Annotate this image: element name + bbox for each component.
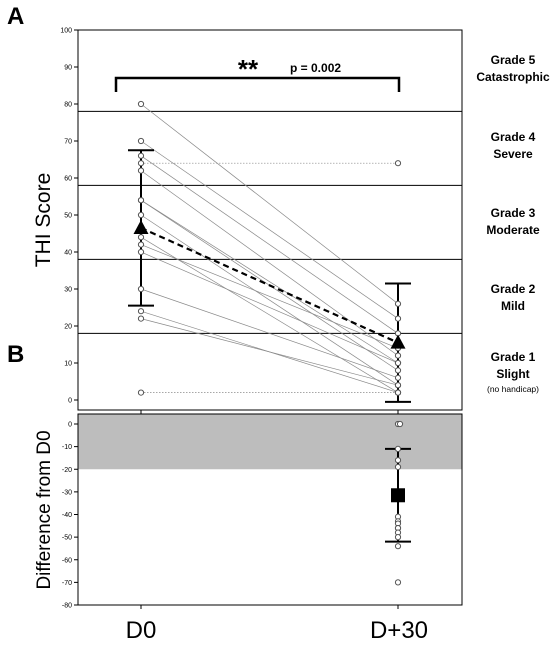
difference-point	[394, 579, 402, 586]
subject-point	[137, 152, 145, 159]
grade-label-line2: Severe	[493, 147, 533, 161]
subject-point	[394, 374, 402, 381]
mean-triangle-marker	[390, 334, 406, 349]
subject-point	[137, 315, 145, 322]
grade-label: Grade 1 Slight	[491, 350, 536, 381]
subject-point	[137, 285, 145, 293]
subject-line	[140, 140, 399, 319]
mean-square-marker	[391, 488, 405, 503]
subject-line	[140, 244, 399, 349]
mean-trend-line	[140, 226, 399, 344]
subject-point	[394, 160, 402, 167]
p-value-label: p = 0.002	[290, 61, 341, 75]
subject-line	[140, 288, 399, 379]
grade-label-line2: Moderate	[486, 223, 540, 237]
panel-b-y-tick-label: -40	[62, 512, 72, 519]
difference-point	[396, 420, 404, 428]
mean-triangle-marker	[133, 219, 149, 234]
panel-b-shaded-band	[78, 414, 462, 470]
panel-a-y-tick-label: 40	[64, 250, 72, 257]
panel-a-y-tick-label: 70	[64, 139, 72, 146]
panel-a-y-tick-label: 30	[64, 287, 72, 294]
subject-line	[140, 170, 399, 356]
subject-point	[137, 389, 145, 396]
grade-label-line1: Grade 2	[491, 282, 536, 296]
subject-point	[137, 234, 145, 241]
panel-b-plot: 0 -10 -20 -30 -40 -50 -60 -70 -80	[62, 420, 411, 610]
grade-label-line2: Catastrophic	[476, 70, 550, 84]
grade-label-line2: Mild	[501, 299, 525, 313]
grade-label: Grade 5 Catastrophic	[476, 53, 550, 84]
panel-a-y-tick-label: 90	[64, 65, 72, 72]
grade-label-line2: Slight	[496, 367, 529, 381]
subject-line	[140, 155, 399, 334]
subject-point	[394, 389, 402, 396]
subject-point	[137, 137, 145, 145]
panel-a-y-tick-label: 60	[64, 176, 72, 183]
grade-label: Grade 2 Mild	[491, 282, 536, 313]
panel-b-y-tick-label: 0	[68, 422, 72, 429]
subject-point	[137, 211, 145, 219]
grade-label-line1: Grade 1	[491, 350, 536, 364]
panel-a-y-axis-title: THI Score	[32, 173, 55, 268]
subject-line	[140, 236, 399, 393]
grade-label-line1: Grade 4	[491, 130, 536, 144]
subject-line	[140, 199, 399, 364]
subject-point	[394, 359, 402, 367]
grade-label-line1: Grade 3	[491, 206, 536, 220]
difference-point	[394, 445, 402, 452]
significance-bracket	[114, 76, 401, 92]
difference-point	[394, 463, 402, 471]
panel-a-y-tick-label: 50	[64, 213, 72, 220]
grade-labels: Grade 5 Catastrophic Grade 4 Severe Grade 3 M…	[476, 53, 550, 394]
difference-point	[394, 534, 402, 541]
grade-label-note: (no handicap)	[487, 384, 539, 394]
panel-a-letter: A	[7, 3, 24, 30]
subject-point	[137, 160, 145, 167]
panel-b-letter: B	[7, 341, 24, 368]
subject-point	[394, 300, 402, 307]
x-label-d0: D0	[126, 617, 157, 644]
x-label-d30: D+30	[370, 617, 428, 644]
panel-b-frame	[77, 413, 463, 606]
subject-point	[137, 100, 145, 108]
significance-stars: **	[238, 54, 259, 84]
panel-a-y-tick-label: 20	[64, 324, 72, 331]
subject-point	[394, 367, 402, 374]
panel-b-y-tick-label: -80	[62, 603, 72, 610]
panel-a-y-tick-label: 10	[64, 361, 72, 368]
subject-point	[137, 248, 145, 256]
panel-b-y-tick-label: -50	[62, 535, 72, 542]
panel-a-y-tick-label: 100	[60, 28, 72, 35]
panel-a-plot: 0 10 20 30 40 50 60 70 80 90 100	[60, 28, 462, 414]
panel-a-frame	[77, 29, 463, 411]
grade-label: Grade 4 Severe	[491, 130, 536, 161]
subject-point	[394, 352, 402, 359]
subject-point	[394, 382, 402, 389]
subject-point	[137, 197, 145, 204]
subject-point	[394, 315, 402, 322]
panel-b-y-tick-label: -70	[62, 580, 72, 587]
panel-b-y-tick-label: -10	[62, 444, 72, 451]
panel-b-y-tick-label: -30	[62, 489, 72, 496]
subject-point	[137, 241, 145, 248]
panel-b-y-axis-title: Difference from D0	[34, 430, 55, 589]
subject-line	[140, 214, 399, 386]
difference-point	[394, 457, 402, 464]
panel-b-y-tick-label: -20	[62, 467, 72, 474]
grade-label: Grade 3 Moderate	[486, 206, 540, 237]
panel-b-y-tick-label: -60	[62, 557, 72, 564]
grade-label-line1: Grade 5	[491, 53, 536, 67]
subject-line	[140, 251, 399, 364]
subject-point	[137, 167, 145, 174]
difference-point	[394, 543, 402, 550]
panel-a-y-tick-label: 80	[64, 102, 72, 109]
subject-point	[137, 308, 145, 315]
panel-a-y-tick-label: 0	[68, 398, 72, 405]
subject-line	[140, 318, 399, 386]
subject-line	[140, 103, 399, 305]
